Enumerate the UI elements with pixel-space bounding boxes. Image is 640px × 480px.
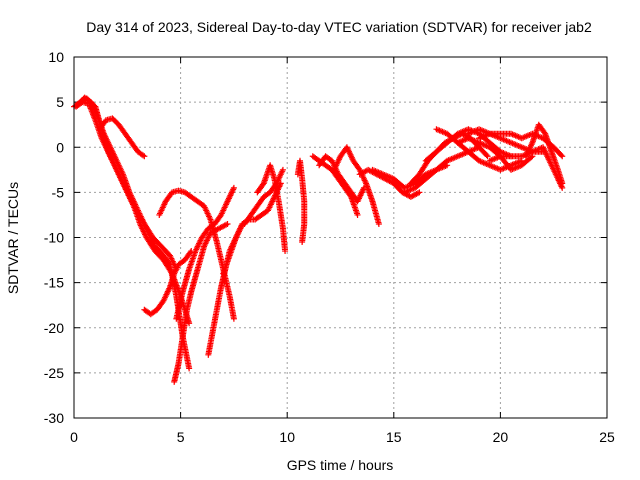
y-tick-label: -25 bbox=[44, 365, 64, 381]
y-tick-label: 10 bbox=[48, 49, 64, 65]
data-point bbox=[224, 220, 231, 227]
series-arc-5 bbox=[141, 248, 195, 318]
y-axis-title: SDTVAR / TECUs bbox=[5, 182, 21, 294]
y-tick-label: 0 bbox=[56, 139, 64, 155]
x-tick-label: 15 bbox=[386, 429, 402, 445]
x-tick-label: 0 bbox=[70, 429, 78, 445]
data-point bbox=[559, 153, 566, 160]
y-tick-label: -20 bbox=[44, 320, 64, 336]
data-point bbox=[140, 152, 147, 159]
series-arc-7 bbox=[171, 220, 231, 385]
data-point bbox=[230, 184, 237, 191]
series-arc-15 bbox=[316, 153, 367, 205]
series-arc-10 bbox=[220, 180, 284, 277]
grid bbox=[74, 57, 607, 418]
data-point bbox=[186, 365, 193, 372]
data-point bbox=[141, 153, 148, 160]
y-tick-label: 5 bbox=[56, 94, 64, 110]
data-point bbox=[558, 152, 565, 159]
x-tick-label: 5 bbox=[177, 429, 185, 445]
data-point bbox=[186, 320, 193, 327]
series-arc-2 bbox=[75, 94, 193, 372]
series-arc-12 bbox=[254, 162, 289, 255]
data-point bbox=[559, 180, 566, 187]
series-arc-4 bbox=[96, 115, 148, 160]
y-tick-label: -30 bbox=[44, 410, 64, 426]
series-arc-13 bbox=[294, 157, 308, 246]
x-tick-label: 20 bbox=[493, 429, 509, 445]
data-point bbox=[299, 239, 306, 246]
series-arc-8 bbox=[173, 184, 237, 322]
data-points bbox=[71, 94, 566, 385]
x-tick-label: 10 bbox=[279, 429, 295, 445]
data-point bbox=[282, 248, 289, 255]
data-point bbox=[483, 152, 490, 159]
x-tick-label: 25 bbox=[599, 429, 615, 445]
x-axis-title: GPS time / hours bbox=[287, 457, 394, 473]
y-tick-label: -10 bbox=[44, 230, 64, 246]
axis-tick-labels: 0 5 10 15 20 25 -30 -25 -20 -15 -10 -5 0 5 10 bbox=[44, 49, 615, 445]
y-tick-label: -15 bbox=[44, 275, 64, 291]
y-tick-label: -5 bbox=[52, 184, 65, 200]
data-point bbox=[375, 220, 382, 227]
data-point bbox=[354, 211, 361, 218]
data-point bbox=[230, 315, 237, 322]
plot-frame bbox=[73, 56, 608, 419]
series-arc-27 bbox=[522, 121, 566, 187]
data-point bbox=[416, 189, 423, 196]
chart-title: Day 314 of 2023, Sidereal Day-to-day VTE… bbox=[86, 19, 592, 35]
data-point bbox=[279, 166, 286, 173]
data-point bbox=[484, 153, 491, 160]
